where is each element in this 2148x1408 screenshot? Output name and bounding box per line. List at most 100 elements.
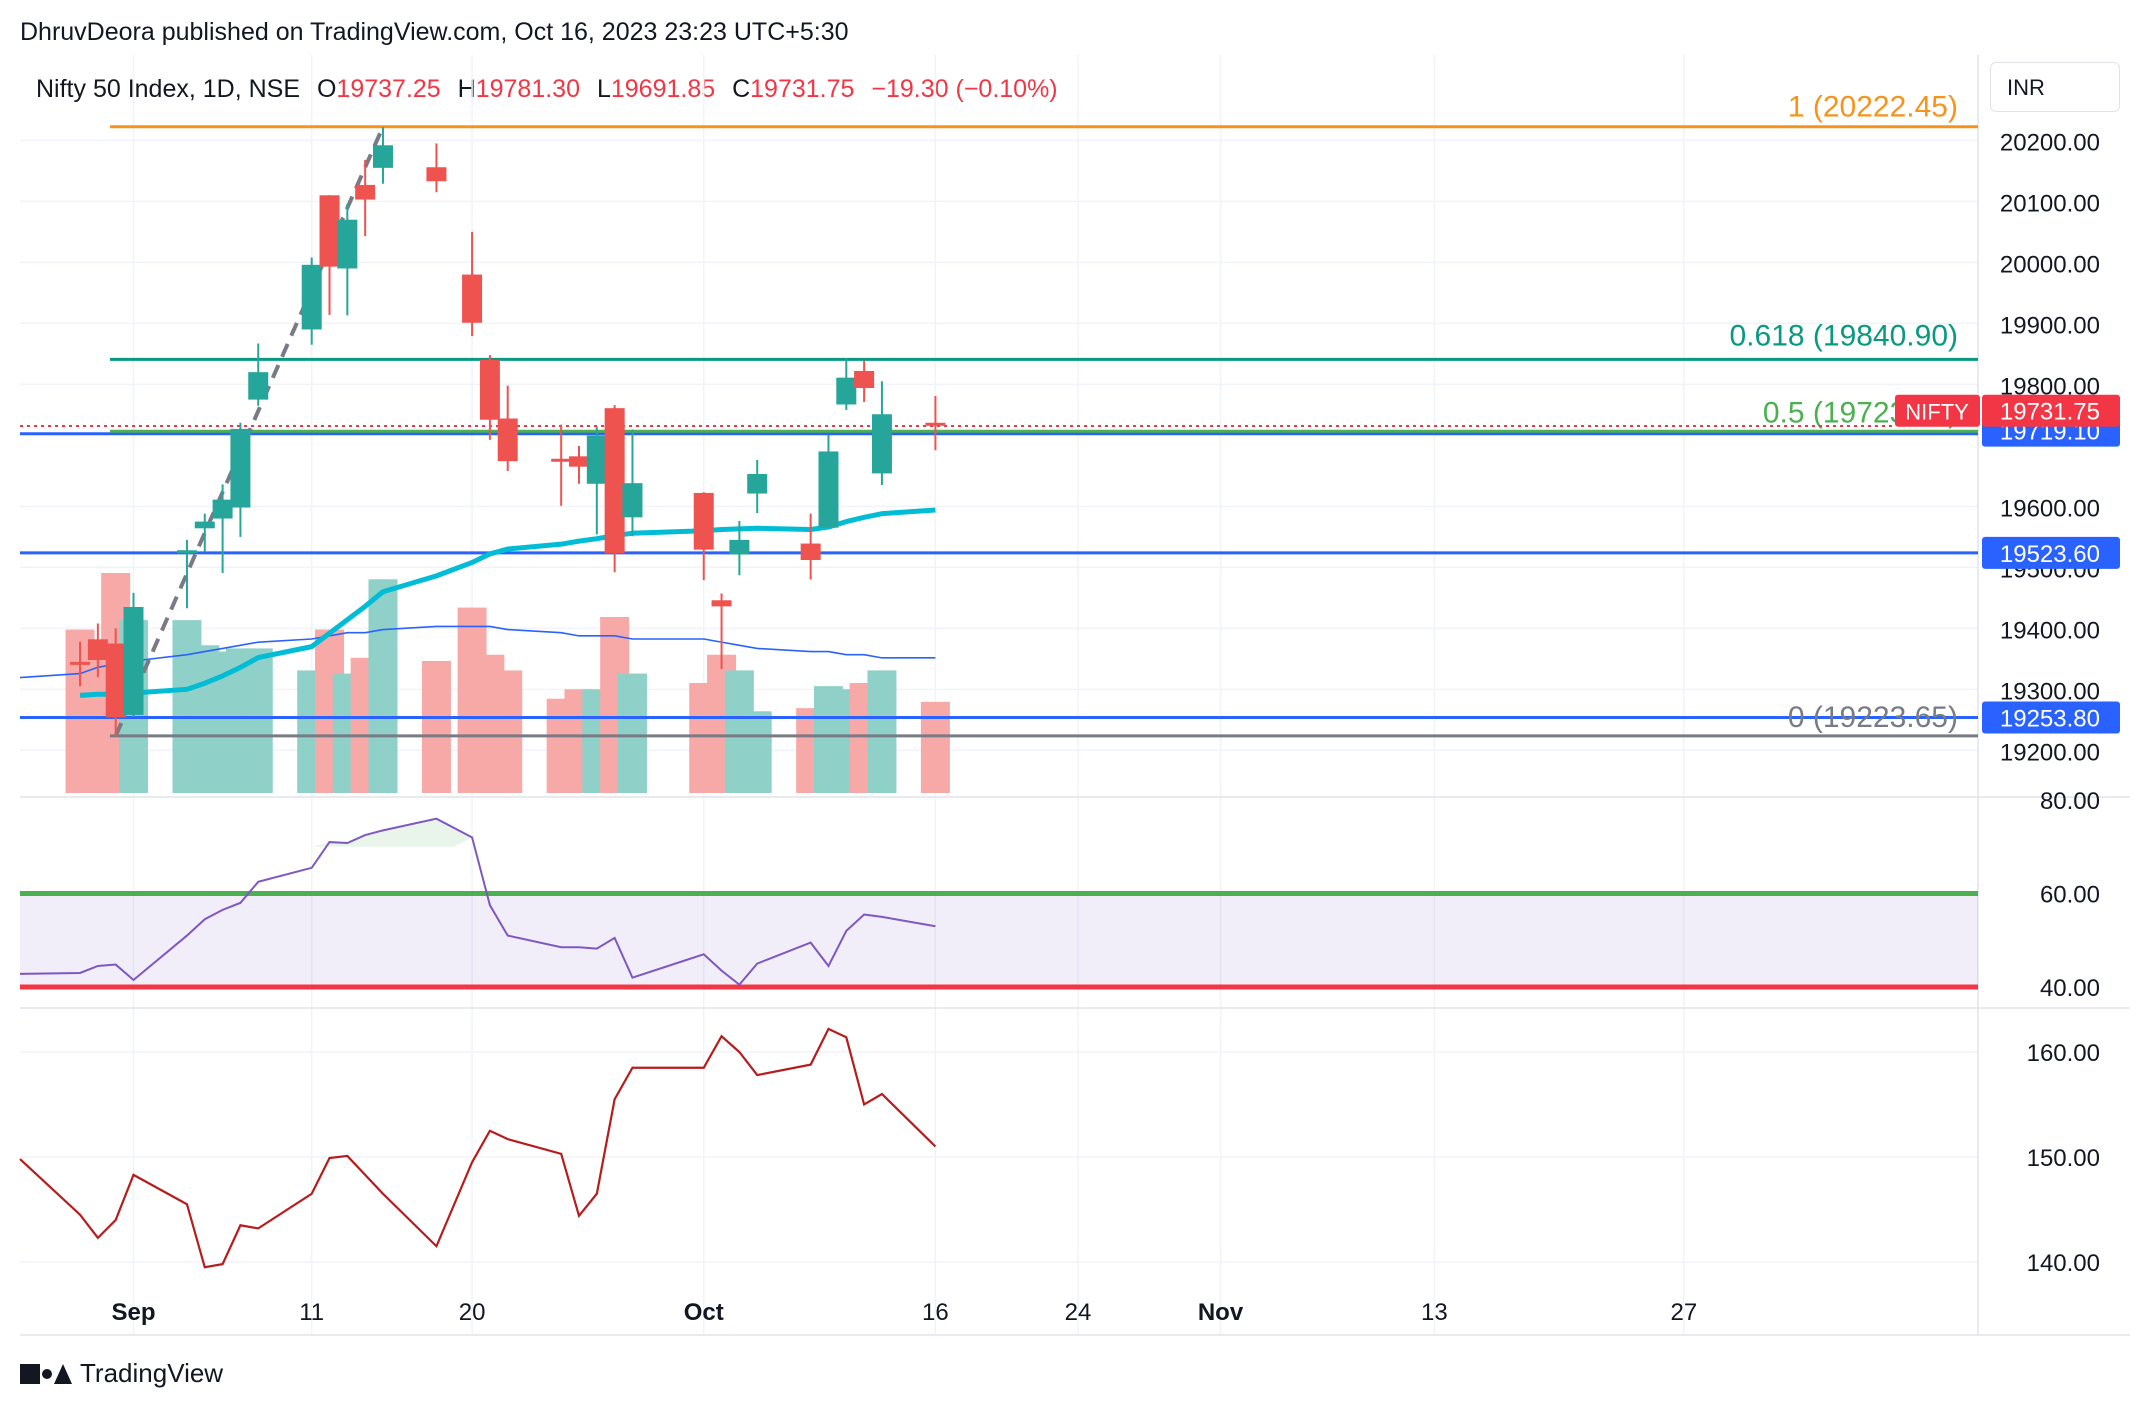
candle xyxy=(372,126,393,184)
candle xyxy=(836,358,857,410)
grid-lines xyxy=(20,55,1978,1335)
candle-body xyxy=(729,539,750,555)
candle xyxy=(248,343,269,406)
candle xyxy=(105,628,126,737)
price-tick-label: 19400.00 xyxy=(2000,617,2100,644)
candle-body xyxy=(248,372,269,400)
candle xyxy=(711,593,732,670)
candle-body xyxy=(836,377,857,405)
fib-label-0: 0 (19223.65) xyxy=(1788,701,1958,734)
price-tick-label: 20200.00 xyxy=(2000,129,2100,156)
candle xyxy=(925,395,946,451)
candle xyxy=(551,424,572,506)
volume-bar xyxy=(368,579,398,793)
publisher-header: DhruvDeora published on TradingView.com,… xyxy=(20,18,849,46)
time-tick-label: 20 xyxy=(459,1299,486,1326)
candle xyxy=(319,195,340,315)
candle-body xyxy=(800,543,821,561)
candle-body xyxy=(105,643,126,718)
candle xyxy=(176,539,197,609)
time-tick-label: 13 xyxy=(1421,1299,1448,1326)
candle-body xyxy=(747,474,768,494)
candle xyxy=(871,381,892,485)
indicator-tick-label: 150.00 xyxy=(2027,1145,2100,1172)
candle-body xyxy=(854,370,875,389)
volume-bar xyxy=(920,701,950,793)
volume-bar xyxy=(243,648,273,793)
change-value: −19.30 (−0.10%) xyxy=(871,75,1058,103)
candle xyxy=(194,513,215,553)
volume-bars xyxy=(19,573,950,793)
rsi-tick-label: 60.00 xyxy=(2040,882,2100,909)
fib-label-1: 1 (20222.45) xyxy=(1788,91,1958,124)
candle-body xyxy=(551,458,572,462)
candle-body xyxy=(123,606,144,715)
candle-body xyxy=(355,184,376,200)
candles xyxy=(70,126,946,737)
brand-logo[interactable]: TradingView xyxy=(20,1358,223,1389)
candle xyxy=(569,445,589,484)
candle-body xyxy=(818,451,839,528)
rsi-band xyxy=(20,893,1978,987)
candle-body xyxy=(622,483,643,518)
candle-body xyxy=(230,428,251,508)
price-tag-19253: 19253.80 xyxy=(2000,705,2100,732)
moving-average-line xyxy=(79,507,936,698)
low-label: L xyxy=(596,75,611,103)
candle-body xyxy=(319,195,340,267)
candle xyxy=(337,203,358,316)
candle-body xyxy=(212,499,233,519)
candle xyxy=(212,484,233,573)
price-tag-19523: 19523.60 xyxy=(2000,541,2100,568)
fib-label-0618: 0.618 (19840.90) xyxy=(1729,319,1958,352)
tradingview-logo-icon xyxy=(20,1363,72,1384)
candle xyxy=(693,492,714,581)
candle xyxy=(622,429,643,537)
indicator-line xyxy=(19,1027,937,1269)
indicator-tick-label: 140.00 xyxy=(2027,1250,2100,1277)
price-tick-label: 19200.00 xyxy=(2000,739,2100,766)
symbol-tag: NIFTY xyxy=(1905,400,1969,425)
candle xyxy=(800,513,821,580)
time-tick-label: 11 xyxy=(299,1299,324,1326)
candle-body xyxy=(569,456,589,467)
high-value: 19781.30 xyxy=(475,75,580,103)
time-tick-label: Nov xyxy=(1198,1299,1244,1326)
candle xyxy=(747,459,768,514)
candle xyxy=(497,385,518,471)
rsi-tick-label: 80.00 xyxy=(2040,788,2100,815)
candle xyxy=(604,405,625,573)
volume-sma-line xyxy=(19,625,936,679)
rsi-line xyxy=(19,817,936,987)
rsi-tick-label: 40.00 xyxy=(2040,975,2100,1002)
candle xyxy=(586,427,607,535)
candle xyxy=(729,520,750,576)
symbol-name: Nifty 50 Index, 1D, NSE xyxy=(36,75,301,103)
time-tick-label: Sep xyxy=(111,1299,155,1326)
candle-body xyxy=(194,521,215,529)
volume-bar xyxy=(617,673,647,793)
candle xyxy=(230,422,251,537)
low-value: 19691.85 xyxy=(610,75,716,103)
symbol-legend: Nifty 50 Index, 1D, NSE O19737.25 H19781… xyxy=(36,75,1058,104)
candle xyxy=(854,360,875,403)
candle-body xyxy=(87,639,108,661)
time-tick-label: Oct xyxy=(684,1299,724,1326)
time-tick-label: 27 xyxy=(1670,1299,1697,1326)
candle-body xyxy=(479,359,500,420)
open-value: 19737.25 xyxy=(336,75,441,103)
candle xyxy=(818,434,839,528)
symbol-tag-bg xyxy=(1895,394,1980,427)
price-tick-label: 20100.00 xyxy=(2000,190,2100,217)
candle-body xyxy=(301,264,322,330)
candle xyxy=(462,231,483,337)
indicator-tick-label: 160.00 xyxy=(2027,1040,2100,1067)
price-tick-label: 19600.00 xyxy=(2000,495,2100,522)
candle xyxy=(479,355,500,440)
currency-selector[interactable]: INR xyxy=(1990,62,2120,112)
candle-body xyxy=(497,418,518,462)
candle-body xyxy=(586,435,607,484)
price-tick-label: 19300.00 xyxy=(2000,678,2100,705)
time-tick-label: 16 xyxy=(922,1299,949,1326)
